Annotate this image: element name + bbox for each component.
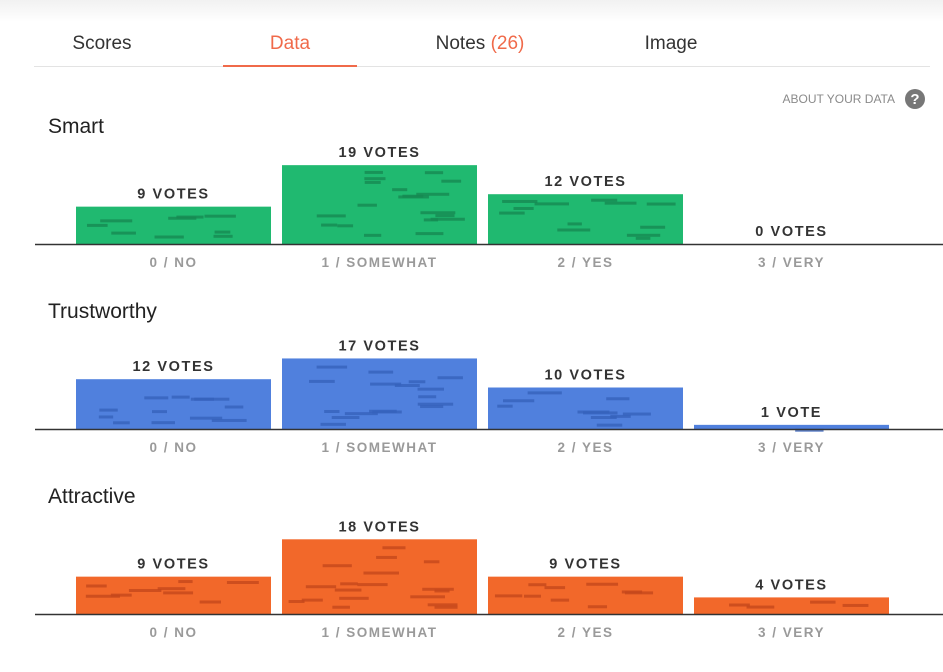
trustworthy-value-label-2: 10 VOTES [544, 368, 626, 384]
trustworthy-category-label-2: 2 / YES [557, 440, 613, 455]
trustworthy-category-label-1: 1 / SOMEWHAT [321, 440, 437, 455]
attractive-category-label-1: 1 / SOMEWHAT [321, 625, 437, 640]
smart-category-label-1: 1 / SOMEWHAT [321, 255, 437, 270]
attractive-category-label-3: 3 / VERY [758, 625, 825, 640]
attractive-bar-2-texture [494, 582, 654, 609]
trustworthy-chart: 12 VOTES 0 / NO 17 VOTES 1 / SOMEWHAT 10 VOT… [35, 338, 943, 455]
trustworthy-value-label-1: 17 VOTES [338, 338, 420, 354]
section-title-trustworthy: Trustworthy [48, 300, 157, 323]
attractive-category-label-2: 2 / YES [557, 625, 613, 640]
smart-value-label-1: 19 VOTES [338, 145, 420, 161]
tab-scores[interactable]: Scores [64, 20, 140, 66]
trustworthy-bar-3 [694, 424, 889, 429]
attractive-bar-3 [694, 597, 889, 614]
attractive-bar-3-texture [729, 600, 869, 609]
attractive-value-label-0: 9 VOTES [137, 557, 209, 573]
notes-count-badge: (26) [490, 33, 525, 54]
smart-chart: 9 VOTES 0 / NO 19 VOTES 1 / SOMEWHAT 12 VOTE… [35, 145, 943, 270]
about-your-data-link[interactable]: ABOUT YOUR DATA ? [783, 89, 925, 109]
attractive-value-label-1: 18 VOTES [338, 519, 420, 535]
attractive-bar-1-texture [288, 546, 458, 609]
tab-notes[interactable]: Notes (26) [424, 20, 536, 66]
tab-data[interactable]: Data [223, 20, 357, 67]
attractive-bar-0-texture [85, 580, 259, 604]
smart-bar-1 [282, 165, 477, 244]
smart-category-label-0: 0 / NO [149, 255, 197, 270]
smart-bar-2-texture [499, 198, 676, 240]
top-shadow [0, 0, 943, 22]
trustworthy-bar-1-texture [309, 365, 463, 426]
trustworthy-value-label-0: 12 VOTES [132, 359, 214, 375]
about-your-data-label: ABOUT YOUR DATA [782, 92, 895, 106]
smart-category-label-2: 2 / YES [557, 255, 613, 270]
trustworthy-category-label-3: 3 / VERY [758, 440, 825, 455]
tab-scores-label: Scores [72, 33, 132, 54]
trustworthy-bar-2 [488, 387, 683, 429]
tab-notes-label: Notes [435, 33, 486, 54]
section-title-attractive: Attractive [48, 485, 136, 508]
trustworthy-category-label-0: 0 / NO [149, 440, 197, 455]
tab-data-label: Data [269, 33, 311, 54]
smart-value-label-2: 12 VOTES [544, 174, 626, 190]
question-circle-icon[interactable]: ? [905, 89, 925, 109]
trustworthy-bar-2-texture [497, 391, 651, 427]
tab-image[interactable]: Image [634, 20, 708, 66]
smart-category-label-3: 3 / VERY [758, 255, 825, 270]
smart-bar-0-texture [86, 214, 236, 239]
tab-bar: Scores Data Notes (26) Image [34, 20, 930, 67]
attractive-bar-1 [282, 539, 477, 614]
trustworthy-bar-0-texture [98, 395, 247, 425]
trustworthy-value-label-3: 1 VOTE [761, 405, 822, 421]
section-title-smart: Smart [48, 115, 105, 138]
trustworthy-bar-1 [282, 358, 477, 429]
attractive-value-label-2: 9 VOTES [549, 557, 621, 573]
tab-image-label: Image [644, 33, 698, 54]
smart-value-label-3: 0 VOTES [755, 224, 827, 240]
attractive-value-label-3: 4 VOTES [755, 577, 827, 593]
attractive-category-label-0: 0 / NO [149, 625, 197, 640]
smart-bar-1-texture [316, 170, 465, 237]
smart-value-label-0: 9 VOTES [137, 187, 209, 203]
attractive-chart: 9 VOTES 0 / NO 18 VOTES 1 / SOMEWHAT 9 VOTES… [35, 519, 943, 640]
